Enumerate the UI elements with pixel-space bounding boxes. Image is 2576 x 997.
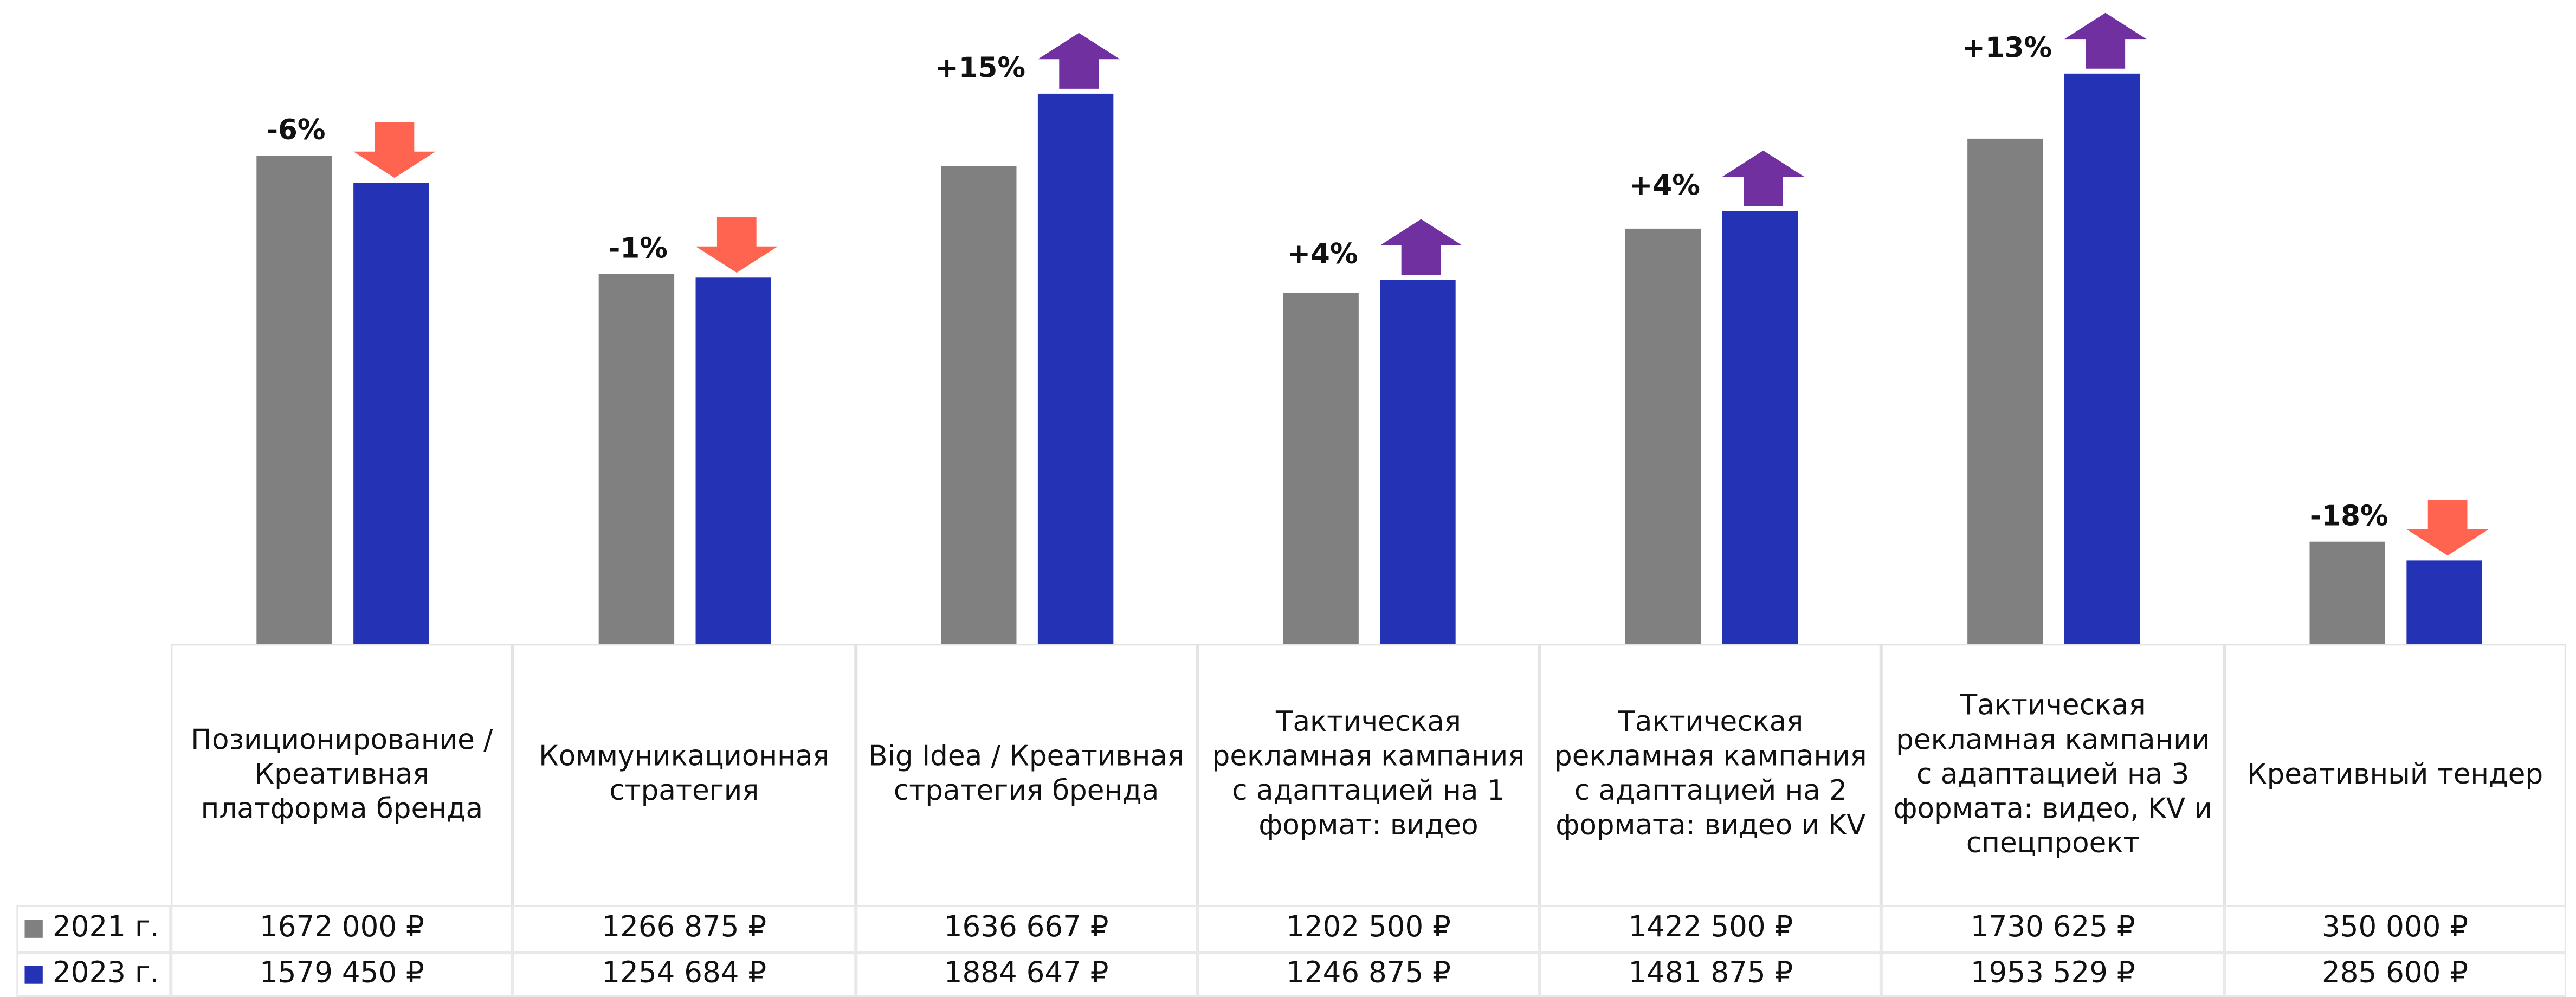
category-cell: Тактическая рекламная кампания с адаптац… bbox=[1197, 644, 1540, 905]
bar bbox=[941, 166, 1017, 644]
value-cell: 1636 667 ₽ bbox=[855, 905, 1198, 953]
legend-cell: 2023 г. bbox=[16, 953, 171, 997]
change-label: -1% bbox=[609, 232, 668, 264]
category-cell: Коммуникационная стратегия bbox=[513, 644, 855, 905]
value-cell: 285 600 ₽ bbox=[2224, 953, 2566, 997]
legend-swatch bbox=[24, 920, 43, 938]
change-arrow bbox=[1037, 33, 1120, 89]
bar bbox=[2309, 541, 2385, 644]
change-arrow bbox=[695, 217, 778, 273]
plot: -6% -1% +15% +4% +4% +13% -18% bbox=[256, 12, 2489, 644]
value-cell: 1672 000 ₽ bbox=[171, 905, 513, 953]
bar bbox=[256, 156, 332, 644]
value-cell: 1884 647 ₽ bbox=[855, 953, 1198, 997]
category-cell: Позиционирование / Креативная платформа … bbox=[171, 644, 513, 905]
category-cell: Big Idea / Креативная стратегия бренда bbox=[855, 644, 1198, 905]
bar bbox=[1380, 280, 1456, 644]
change-label: +13% bbox=[1962, 32, 2052, 64]
change-label: -6% bbox=[267, 114, 326, 146]
change-arrow bbox=[2406, 500, 2489, 556]
change-label: +15% bbox=[935, 52, 1025, 85]
value-cell: 1246 875 ₽ bbox=[1197, 953, 1540, 997]
category-cell: Креативный тендер bbox=[2224, 644, 2566, 905]
change-arrow bbox=[2064, 12, 2147, 69]
legend-cell: 2021 г. bbox=[16, 905, 171, 953]
value-cell: 1481 875 ₽ bbox=[1539, 953, 1882, 997]
change-arrow bbox=[1722, 150, 1805, 206]
bar bbox=[1625, 228, 1701, 644]
bar bbox=[1722, 211, 1798, 644]
value-cell: 350 000 ₽ bbox=[2224, 905, 2566, 953]
bar bbox=[598, 274, 675, 644]
bar bbox=[1967, 138, 2043, 644]
value-cell: 1254 684 ₽ bbox=[513, 953, 855, 997]
bar bbox=[695, 277, 771, 644]
change-arrow bbox=[353, 122, 436, 178]
change-label: +4% bbox=[1629, 170, 1700, 202]
change-label: -18% bbox=[2310, 500, 2388, 532]
category-cell: Тактическая рекламная кампания с адаптац… bbox=[1539, 644, 1882, 905]
legend-label: 2021 г. bbox=[53, 911, 159, 944]
value-cell: 1579 450 ₽ bbox=[171, 953, 513, 997]
value-cell: 1422 500 ₽ bbox=[1539, 905, 1882, 953]
bar bbox=[353, 183, 429, 644]
change-label: +4% bbox=[1287, 238, 1358, 270]
value-cell: 1266 875 ₽ bbox=[513, 905, 855, 953]
bar bbox=[2406, 560, 2482, 644]
change-arrow bbox=[1380, 219, 1462, 275]
legend-swatch bbox=[24, 966, 43, 984]
bar bbox=[1037, 93, 1114, 644]
bar bbox=[1283, 293, 1359, 644]
value-cell: 1202 500 ₽ bbox=[1197, 905, 1540, 953]
bar bbox=[2064, 73, 2140, 644]
value-cell: 1953 529 ₽ bbox=[1882, 953, 2224, 997]
legend-label: 2023 г. bbox=[53, 957, 159, 990]
value-cell: 1730 625 ₽ bbox=[1882, 905, 2224, 953]
category-cell: Тактическая рекламная кампании с адаптац… bbox=[1882, 644, 2224, 905]
